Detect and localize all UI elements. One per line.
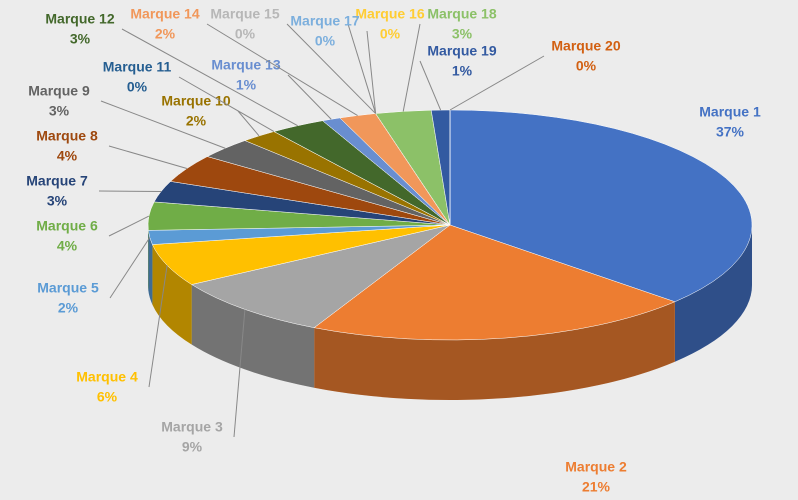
data-label-value: 9% [182,439,203,455]
slice-side [152,244,192,345]
data-label-value: 37% [716,124,745,140]
data-label-value: 0% [127,79,148,95]
data-label-name: Marque 16 [355,6,424,22]
data-label-name: Marque 14 [130,6,199,22]
slice-shade [674,225,752,362]
data-label-name: Marque 11 [103,59,172,75]
data-label-value: 21% [582,479,611,495]
leader-line [108,145,188,170]
data-label-name: Marque 20 [551,38,620,54]
data-label-name: Marque 3 [161,419,223,435]
data-label-name: Marque 8 [36,128,98,144]
leader-line [449,55,545,111]
data-label-value: 0% [315,33,336,49]
data-label-value: 1% [452,63,473,79]
data-label-value: 2% [58,300,79,316]
slice-side [191,284,315,388]
data-label-value: 3% [452,26,473,42]
leader-line [347,23,377,114]
data-label-name: Marque 1 [699,104,761,120]
data-label-value: 3% [49,103,70,119]
slice-shade [191,284,315,388]
data-label-value: 6% [97,389,118,405]
leader-line [109,237,151,299]
leader-line [287,74,332,120]
leader-line [148,265,168,388]
slice-shade [152,244,192,345]
data-label-name: Marque 5 [37,280,99,296]
slice [313,224,676,341]
data-label-value: 0% [576,58,597,74]
data-label-name: Marque 18 [427,6,496,22]
leader-line [402,23,421,112]
data-label-name: Marque 13 [211,57,280,73]
leader-line [121,28,298,127]
data-label-name: Marque 15 [210,6,279,22]
slice [449,109,753,303]
data-label-name: Marque 2 [565,459,627,475]
slice-shade [314,301,675,400]
data-label-value: 2% [155,26,176,42]
data-label-value: 2% [186,113,207,129]
leader-line [419,60,442,111]
data-label-value: 1% [236,77,257,93]
data-label-value: 4% [57,148,78,164]
leader-line [237,110,260,137]
slice-shade [148,230,153,305]
data-label-value: 3% [47,193,68,209]
leader-line [98,190,162,193]
slice-side [674,225,752,362]
data-label-value: 3% [70,31,91,47]
slice [191,224,451,328]
slice-side [314,301,675,400]
data-label-value: 4% [57,238,78,254]
data-label-name: Marque 4 [76,369,138,385]
leader-line [286,23,376,114]
data-label-name: Marque 7 [26,173,88,189]
leader-line [366,30,377,114]
leader-line [108,215,150,237]
leader-line [233,309,246,438]
leader-line [100,100,226,149]
data-label-name: Marque 17 [290,13,359,29]
slice-side [148,230,153,305]
leader-line [206,23,358,116]
leader-line [178,76,275,132]
data-label-name: Marque 12 [45,11,114,27]
data-label-name: Marque 6 [36,218,98,234]
data-label-value: 0% [235,26,256,42]
data-label-value: 0% [380,26,401,42]
data-label-name: Marque 19 [427,43,496,59]
data-label-name: Marque 9 [28,83,90,99]
